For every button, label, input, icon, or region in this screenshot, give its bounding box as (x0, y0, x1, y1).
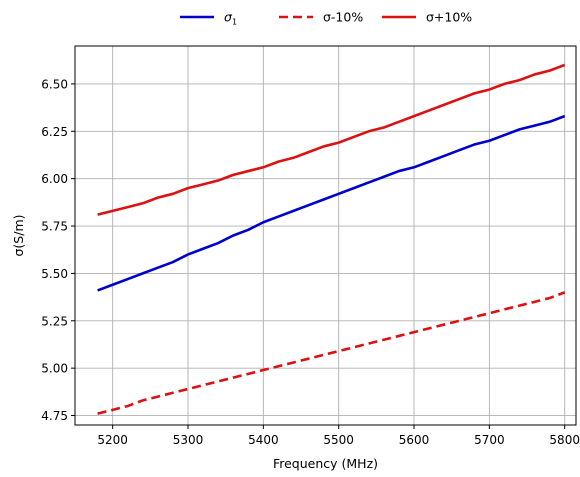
plot-frame (74, 45, 577, 426)
series-line (97, 291, 566, 415)
axis-ticks: 5200 5300 5400 5500 5600 5700 5800 4.75 5.00 5.25… (41, 77, 580, 447)
x-tick-label: 5500 (323, 433, 354, 447)
x-tick-label: 5600 (399, 433, 430, 447)
y-tick-label: 5.50 (41, 267, 68, 281)
y-tick-label: 5.25 (41, 314, 68, 328)
legend-label: σ+10% (426, 10, 472, 25)
y-tick-label: 6.25 (41, 125, 68, 139)
x-tick-label: 5200 (97, 433, 128, 447)
y-tick-label: 4.75 (41, 409, 68, 423)
y-tick-label: 5.75 (41, 220, 68, 234)
legend-label: σ1 (224, 10, 237, 27)
y-tick-label: 6.00 (41, 172, 68, 186)
grid (75, 46, 576, 425)
series-line (97, 114, 566, 292)
x-tick-label: 5300 (173, 433, 204, 447)
legend: σ1 σ-10% σ+10% (180, 10, 472, 27)
y-axis-label: σ(S/m) (11, 215, 26, 257)
y-tick-label: 6.50 (41, 77, 68, 91)
x-axis-label: Frequency (MHz) (273, 456, 378, 471)
series-line (97, 63, 566, 216)
series-lines (97, 63, 566, 415)
y-tick-label: 5.00 (41, 362, 68, 376)
legend-label: σ-10% (323, 10, 363, 25)
x-tick-label: 5800 (549, 433, 580, 447)
x-tick-label: 5700 (474, 433, 505, 447)
x-tick-label: 5400 (248, 433, 279, 447)
